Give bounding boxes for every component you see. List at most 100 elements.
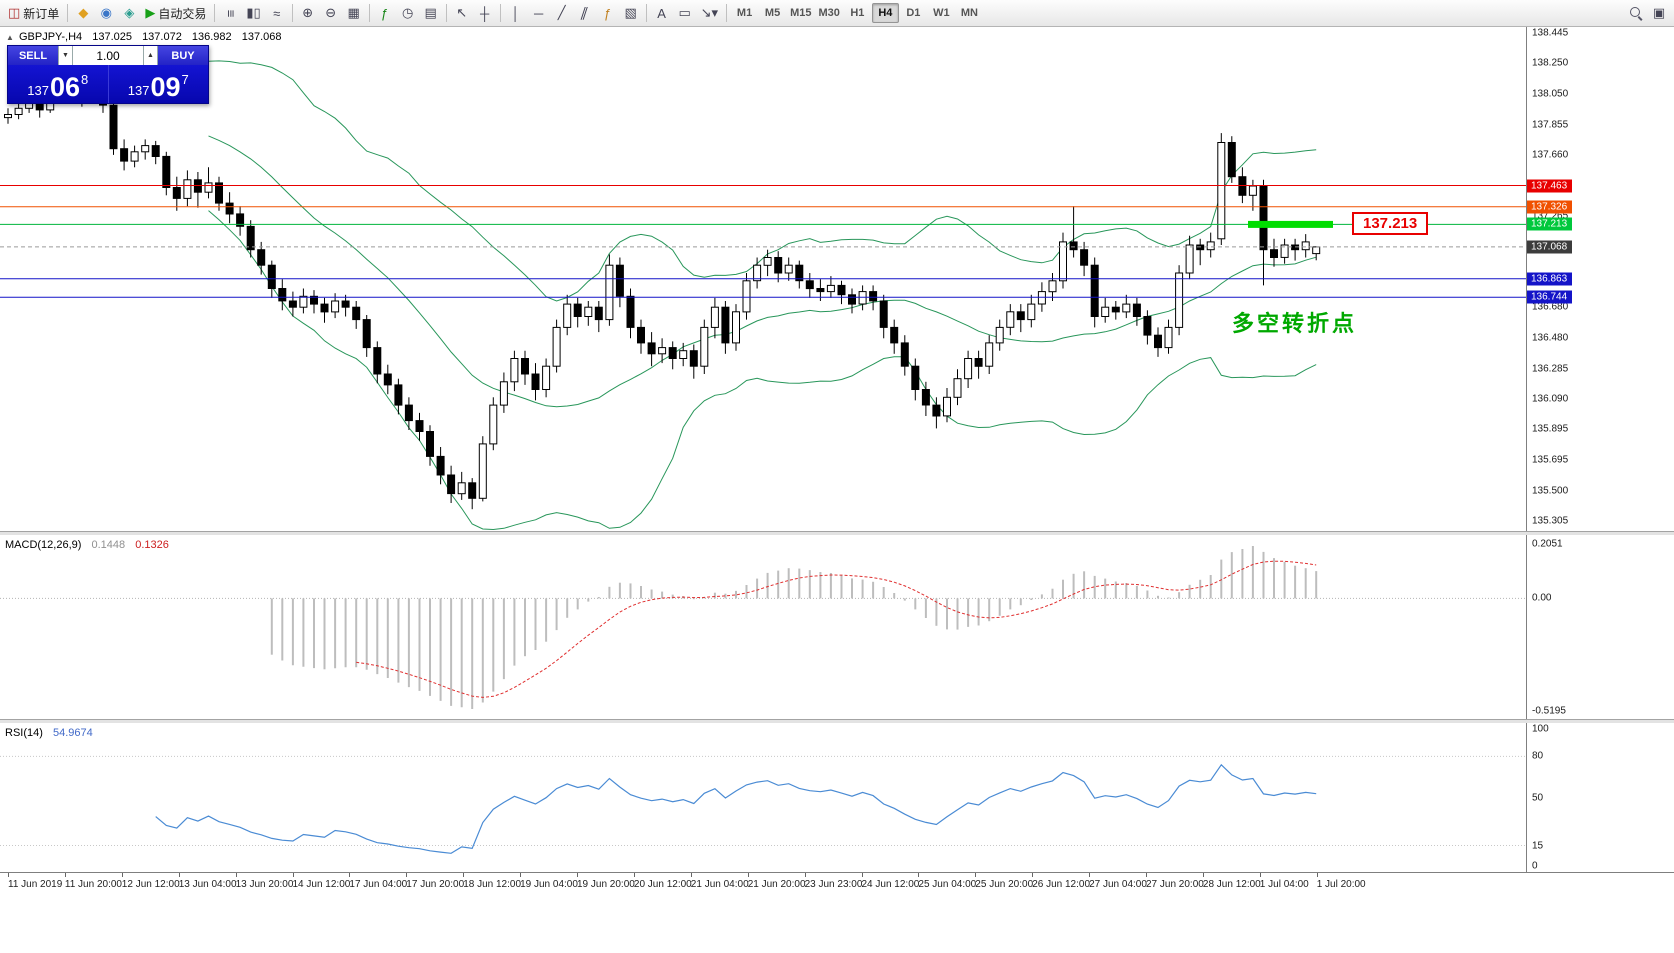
cursor-icon[interactable]: ↖	[451, 2, 473, 24]
equidistant-channel-icon[interactable]: ∥	[574, 2, 596, 24]
time-tick	[918, 873, 920, 877]
time-axis-label: 19 Jun 04:00	[520, 879, 578, 890]
community-icon[interactable]: ◉	[95, 2, 117, 24]
shapes-icon[interactable]: ▧	[620, 2, 642, 24]
vertical-line-icon[interactable]: │	[505, 2, 527, 24]
time-axis[interactable]: 11 Jun 2019 11 Jun 20:00 12 Jun 12:00 13 Ju…	[0, 872, 1674, 900]
bullish-candle	[605, 264, 614, 321]
timeframe-d1-button[interactable]: D1	[906, 7, 921, 19]
candle-chart-type-icon[interactable]: ▮▯	[242, 2, 264, 24]
new-order-button[interactable]: ◫ 新订单	[4, 2, 63, 24]
arrows-icon[interactable]: ↘▾	[697, 2, 722, 24]
new-chart-window-icon[interactable]: ▣	[1648, 2, 1670, 24]
templates-icon[interactable]: ▤	[420, 2, 442, 24]
bullish-candle	[552, 326, 561, 367]
time-axis-label: 17 Jun 20:00	[406, 879, 465, 890]
bearish-candle	[120, 148, 129, 162]
toolbar-separator	[214, 4, 216, 22]
buy-button[interactable]: BUY	[158, 46, 208, 65]
time-axis-label: 12 Jun 12:00	[121, 879, 180, 890]
price-tag-137.463: 137.463	[1527, 179, 1573, 192]
search-icon	[1629, 6, 1643, 20]
timeframe-w1-button[interactable]: W1	[933, 7, 950, 19]
price-callout-label[interactable]: 137.213	[1352, 212, 1429, 235]
crosshair-icon[interactable]: ┼	[474, 2, 496, 24]
grid-icon[interactable]: ▦	[343, 2, 365, 24]
timeframe-mn-button[interactable]: MN	[960, 7, 978, 19]
bearish-candle	[900, 342, 909, 367]
price-tag-137.326: 137.326	[1527, 200, 1573, 214]
bullish-candle	[1185, 244, 1194, 274]
zoom-in-icon[interactable]: ⊕	[297, 2, 319, 24]
indicators-icon[interactable]: ƒ	[374, 2, 396, 24]
bullish-candle	[1206, 241, 1215, 251]
price-axis-label: 136.680	[1532, 301, 1569, 313]
fibonacci-icon[interactable]: ƒ	[597, 2, 619, 24]
sell-button[interactable]: SELL	[8, 46, 58, 65]
rsi-panel-canvas[interactable]	[0, 723, 1526, 872]
price-axis-label: 136.090	[1532, 393, 1569, 405]
toolbar-separator	[499, 4, 501, 22]
bullish-candle	[826, 284, 835, 293]
bar-chart-type-icon[interactable]: ≡	[219, 2, 241, 24]
autotrade-button[interactable]: ▶ 自动交易	[141, 2, 210, 24]
bullish-candle	[1059, 241, 1067, 282]
main-chart-canvas[interactable]	[0, 27, 1526, 532]
macd-panel-canvas[interactable]	[0, 535, 1526, 720]
trendline-icon[interactable]: ╱	[551, 2, 573, 24]
mql-market-icon[interactable]: ◆	[72, 2, 94, 24]
price-axis[interactable]: 138.445 138.250 138.050 137.855 137.660 137.2…	[1526, 27, 1674, 532]
time-axis-label: 27 Jun 20:00	[1146, 879, 1204, 890]
news-icon[interactable]: ◈	[118, 2, 140, 24]
buy-price-display[interactable]: 137 09 7	[109, 65, 209, 103]
macd-axis[interactable]: 0.2051 0.00 -0.5195	[1526, 535, 1674, 720]
timeframe-h4-button[interactable]: H4	[871, 3, 899, 23]
bullish-candle	[953, 378, 962, 398]
bollinger-lower-band	[208, 210, 1317, 531]
toolbar-separator	[726, 4, 728, 22]
horizontal-line-icon[interactable]: ─	[528, 2, 550, 24]
price-tag-137.213: 137.213	[1527, 217, 1573, 231]
thick-green-level-segment[interactable]	[1248, 220, 1333, 228]
time-tick	[1316, 873, 1318, 877]
periods-icon[interactable]: ◷	[397, 2, 419, 24]
time-tick	[292, 873, 294, 877]
time-tick	[178, 873, 180, 877]
rsi-axis[interactable]: 100 80 50 15 0	[1526, 723, 1674, 872]
timeframe-m30-button[interactable]: M30	[818, 7, 840, 19]
bearish-candle	[447, 474, 456, 495]
volume-input[interactable]: 1.00	[73, 46, 143, 65]
line-chart-type-icon[interactable]: ≈	[266, 2, 288, 24]
bullish-candle	[742, 280, 751, 313]
toolbar-separator	[291, 4, 293, 22]
bullish-candle	[499, 381, 508, 406]
bearish-candle	[383, 373, 392, 386]
time-axis-label: 21 Jun 20:00	[747, 879, 806, 890]
search-icon[interactable]	[1625, 2, 1647, 24]
bearish-candle	[921, 389, 930, 406]
bullish-candle	[478, 443, 487, 499]
timeframe-m15-button[interactable]: M15	[790, 7, 812, 19]
bearish-candle	[415, 420, 424, 433]
bearish-candle	[774, 257, 783, 274]
zoom-out-icon[interactable]: ⊖	[320, 2, 342, 24]
text-label-icon[interactable]: ▭	[674, 2, 696, 24]
bullish-candle	[1312, 246, 1321, 255]
ohlc-open: 137.025	[92, 31, 132, 43]
text-icon[interactable]: A	[651, 2, 673, 24]
bullish-candle	[141, 145, 150, 153]
bearish-candle	[647, 342, 656, 355]
timeframe-m1-button[interactable]: M1	[736, 7, 753, 19]
chart-text-annotation[interactable]: 多空转折点	[1232, 311, 1358, 336]
macd-main-value: 0.1448	[91, 539, 126, 551]
volume-down-button[interactable]: ▼	[58, 46, 73, 65]
volume-up-button[interactable]: ▲	[143, 46, 158, 65]
timeframe-m5-button[interactable]: M5	[764, 7, 781, 19]
bearish-candle	[172, 187, 181, 199]
rsi-label: RSI(14)	[5, 727, 43, 739]
bullish-candle	[700, 326, 709, 367]
rsi-axis-label: 15	[1532, 840, 1544, 851]
time-axis-label: 17 Jun 04:00	[349, 879, 408, 890]
timeframe-h1-button[interactable]: H1	[850, 7, 865, 19]
sell-price-display[interactable]: 137 06 8	[8, 65, 109, 103]
